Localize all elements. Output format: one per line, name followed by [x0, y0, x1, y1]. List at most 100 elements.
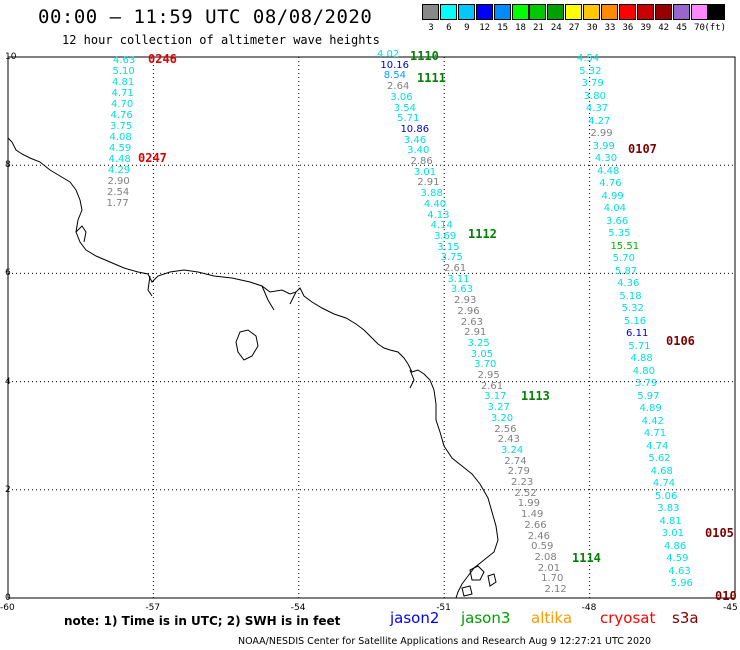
- legend-entry-jason3: jason3: [461, 609, 511, 627]
- wave-height-value: 3.70: [474, 359, 497, 371]
- pass-time-label: 1113: [521, 389, 550, 403]
- wave-height-value: 2.46: [527, 530, 551, 542]
- color-scale-label: 30: [586, 23, 598, 33]
- wave-height-value: 5.35: [608, 228, 631, 239]
- wave-height-value: 3.66: [605, 215, 629, 227]
- wave-height-value: 4.70: [111, 99, 134, 110]
- wave-height-value: 4.89: [639, 403, 662, 414]
- wave-height-value: 4.88: [630, 353, 653, 364]
- color-scale-label: 27: [568, 23, 580, 33]
- wave-height-value: 4.37: [585, 103, 609, 114]
- legend-entry-cryosat: cryosat: [600, 609, 656, 627]
- wave-height-value: 4.74: [646, 440, 669, 452]
- wave-height-value: 4.76: [599, 178, 622, 189]
- color-swatch: [493, 4, 511, 20]
- latitude-tick-label: 8: [5, 160, 11, 171]
- wave-height-value: 4.59: [666, 553, 689, 564]
- pass-time-label: 0247: [138, 151, 167, 165]
- wave-height-value: 4.13: [427, 209, 450, 221]
- color-swatch: [690, 4, 708, 20]
- latitude-tick-label: 6: [5, 268, 11, 279]
- wave-height-value: 3.80: [583, 90, 606, 102]
- wave-height-value: 3.79: [634, 378, 658, 389]
- wave-height-value: 2.91: [417, 177, 440, 189]
- wave-height-value: 4.29: [108, 165, 131, 176]
- wave-height-value: 2.01: [537, 562, 561, 574]
- color-swatch: [422, 4, 439, 20]
- wave-height-value: 4.02: [377, 49, 400, 60]
- wave-height-value: 3.75: [110, 121, 133, 132]
- wave-height-value: 4.42: [641, 415, 664, 427]
- wave-height-value: 3.69: [433, 230, 457, 242]
- color-swatch: [672, 4, 690, 20]
- color-scale-label: 33: [604, 23, 616, 33]
- pass-time-label: 0107: [628, 142, 657, 156]
- map-subtitle: 12 hour collection of altimeter wave hei…: [62, 33, 380, 47]
- wave-height-value: 3.25: [467, 337, 490, 349]
- color-swatch: [618, 4, 636, 20]
- color-scale-label: 21: [532, 23, 544, 33]
- pass-time-label: 1114: [572, 551, 601, 565]
- wave-height-value: 4.48: [108, 154, 131, 165]
- pass-time-label: 1112: [468, 227, 497, 241]
- wave-height-value: 3.20: [490, 412, 514, 424]
- wave-height-value: 5.97: [637, 390, 660, 402]
- longitude-tick-label: -54: [290, 603, 306, 613]
- latitude-tick-label: 2: [5, 484, 11, 495]
- wave-height-value: 3.54: [393, 102, 417, 114]
- wave-height-value: 4.30: [594, 153, 618, 164]
- wave-height-value: 5.96: [670, 578, 693, 589]
- wave-height-value: 4.74: [652, 478, 676, 489]
- latitude-tick-label: 10: [5, 52, 17, 62]
- wave-height-value: 3.05: [470, 348, 494, 360]
- wave-height-value: 3.40: [407, 145, 430, 157]
- wave-height-value: 10.86: [400, 123, 430, 135]
- wave-height-value: 5.18: [619, 290, 642, 302]
- coastline-inlet: [75, 225, 415, 389]
- color-swatch: [529, 4, 547, 20]
- wave-height-value: 3.06: [390, 91, 413, 103]
- longitude-tick-label: -51: [436, 603, 451, 613]
- wave-height-value: 2.54: [107, 187, 130, 198]
- wave-height-value: 3.27: [487, 402, 510, 414]
- wave-height-value: 2.74: [504, 455, 527, 467]
- pass-time-label: 010: [715, 589, 737, 603]
- wave-height-value: 2.61: [480, 380, 504, 392]
- wave-height-value: 2.93: [454, 295, 477, 307]
- wave-height-value: 4.71: [643, 428, 667, 439]
- wave-height-value: 6.11: [626, 328, 649, 339]
- wave-height-value: 3.01: [413, 166, 437, 178]
- wave-height-value: 4.54: [577, 53, 600, 64]
- legend-entry-s3a: s3a: [672, 609, 699, 627]
- wave-height-value: 2.43: [497, 434, 520, 446]
- wave-height-value: 2.99: [590, 128, 613, 139]
- wave-height-value: 4.04: [603, 203, 627, 214]
- wave-height-value: 5.10: [112, 66, 135, 77]
- wave-height-value: 4.63: [668, 565, 691, 577]
- wave-height-value: 8.54: [383, 70, 406, 82]
- longitude-tick-label: -57: [145, 603, 161, 613]
- wave-height-value: 2.66: [524, 519, 547, 531]
- color-swatch: [511, 4, 529, 20]
- wave-height-value: 3.88: [420, 188, 443, 200]
- wave-height-value: 4.68: [650, 465, 673, 477]
- map-frame: [7, 56, 736, 599]
- wave-height-value: 4.81: [112, 77, 135, 88]
- color-swatch: [475, 4, 493, 20]
- latitude-tick-label: 0: [5, 593, 11, 603]
- wave-height-value: 1.99: [517, 498, 540, 510]
- wave-height-value: 15.51: [610, 240, 640, 252]
- wave-height-value: 1.49: [521, 509, 544, 521]
- wave-height-value: 3.83: [657, 503, 680, 514]
- pass-time-label: 0246: [148, 52, 177, 66]
- pass-time-label: 0106: [666, 334, 695, 348]
- color-scale-label: (ft): [704, 23, 727, 33]
- wave-height-value: 4.27: [588, 115, 611, 127]
- color-scale-label: 45: [676, 23, 688, 33]
- wave-height-value: 3.11: [447, 273, 470, 285]
- wave-height-value: 4.76: [110, 110, 133, 121]
- wave-height-value: 4.99: [601, 190, 624, 202]
- color-scale-label: 6: [446, 23, 452, 33]
- coastline: [7, 137, 499, 599]
- wave-height-value: 2.86: [410, 156, 433, 167]
